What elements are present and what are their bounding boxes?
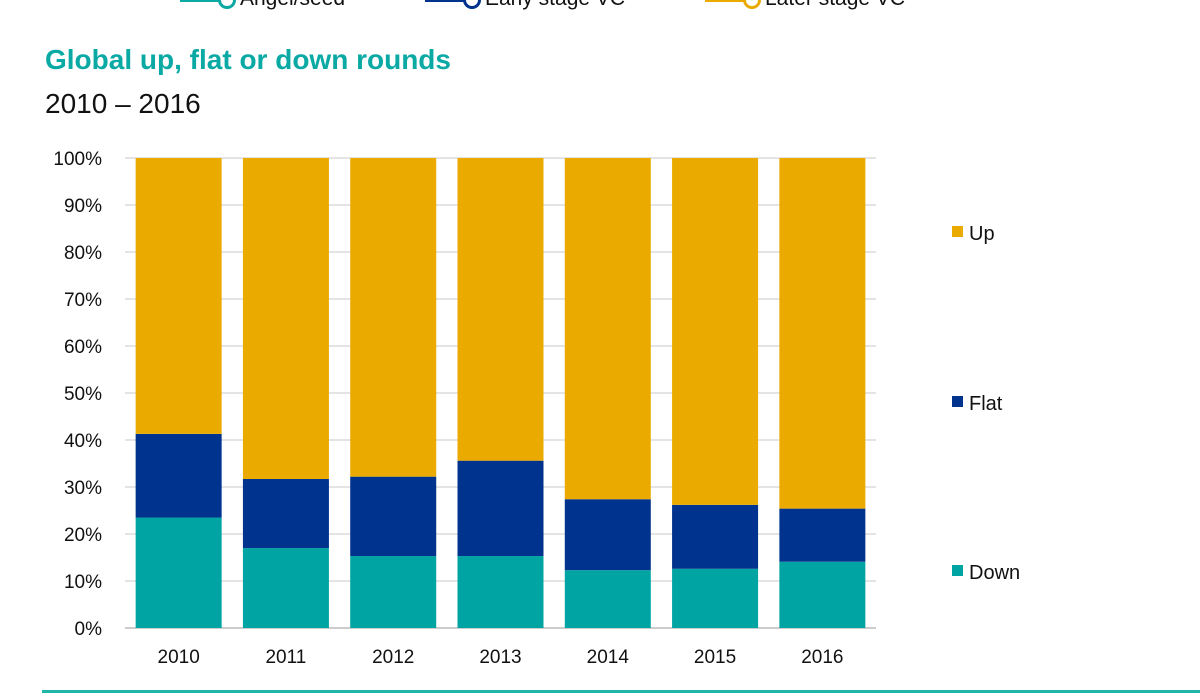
y-tick-label: 20% xyxy=(64,525,102,546)
bar-flat-2015 xyxy=(672,504,759,569)
top-legend-item-angel-seed: Angel/seed xyxy=(180,0,345,12)
line-marker-icon xyxy=(425,0,481,9)
legend-swatch-up xyxy=(952,226,963,237)
x-tick-label: 2011 xyxy=(265,647,306,668)
bar-flat-2012 xyxy=(350,476,437,557)
bar-down-2015 xyxy=(672,568,759,628)
chart-title: Global up, flat or down rounds xyxy=(45,44,451,75)
x-tick-label: 2016 xyxy=(801,647,843,668)
top-legend-label: Later stage VC xyxy=(765,0,905,11)
y-tick-label: 0% xyxy=(75,619,103,640)
bar-flat-2016 xyxy=(779,508,866,562)
bottom-divider xyxy=(42,690,1200,693)
legend-label-up: Up xyxy=(969,223,995,245)
legend-label-flat: Flat xyxy=(969,393,1003,415)
legend-swatch-flat xyxy=(952,396,963,407)
chart-subtitle: 2010 – 2016 xyxy=(45,88,201,119)
x-tick-label: 2013 xyxy=(479,647,521,668)
legend-swatch-down xyxy=(952,565,963,576)
bar-down-2014 xyxy=(564,570,651,628)
bar-up-2011 xyxy=(242,158,329,480)
y-tick-label: 90% xyxy=(64,196,102,217)
line-marker-icon xyxy=(705,0,761,9)
y-tick-label: 60% xyxy=(64,337,102,358)
bar-up-2016 xyxy=(779,158,866,509)
top-legend: Angel/seed Early stage VC Later stage VC xyxy=(0,0,1200,12)
bar-up-2012 xyxy=(350,158,437,477)
top-legend-label: Angel/seed xyxy=(240,0,345,11)
bar-down-2013 xyxy=(457,556,544,628)
y-tick-label: 100% xyxy=(53,149,102,170)
y-tick-label: 10% xyxy=(64,572,102,593)
bar-up-2014 xyxy=(564,158,651,500)
bar-down-2010 xyxy=(135,517,222,628)
bar-up-2015 xyxy=(672,158,759,505)
top-legend-item-early-stage: Early stage VC xyxy=(425,0,625,12)
bar-flat-2010 xyxy=(135,433,222,518)
bar-down-2016 xyxy=(779,561,866,628)
y-tick-label: 40% xyxy=(64,431,102,452)
top-legend-label: Early stage VC xyxy=(485,0,625,11)
x-tick-label: 2010 xyxy=(158,647,200,668)
bar-up-2010 xyxy=(135,158,222,434)
bar-down-2012 xyxy=(350,556,437,628)
bar-flat-2013 xyxy=(457,460,544,557)
legend-label-down: Down xyxy=(969,562,1020,584)
x-tick-label: 2012 xyxy=(372,647,414,668)
bar-flat-2011 xyxy=(242,479,329,549)
y-tick-label: 80% xyxy=(64,243,102,264)
top-legend-item-later-stage: Later stage VC xyxy=(705,0,905,12)
y-tick-label: 70% xyxy=(64,290,102,311)
y-tick-label: 30% xyxy=(64,478,102,499)
x-tick-label: 2014 xyxy=(587,647,630,668)
line-marker-icon xyxy=(180,0,236,9)
bar-down-2011 xyxy=(242,548,329,628)
bar-flat-2014 xyxy=(564,499,651,571)
y-tick-label: 50% xyxy=(64,384,102,405)
x-tick-label: 2015 xyxy=(694,647,736,668)
bar-up-2013 xyxy=(457,158,544,461)
